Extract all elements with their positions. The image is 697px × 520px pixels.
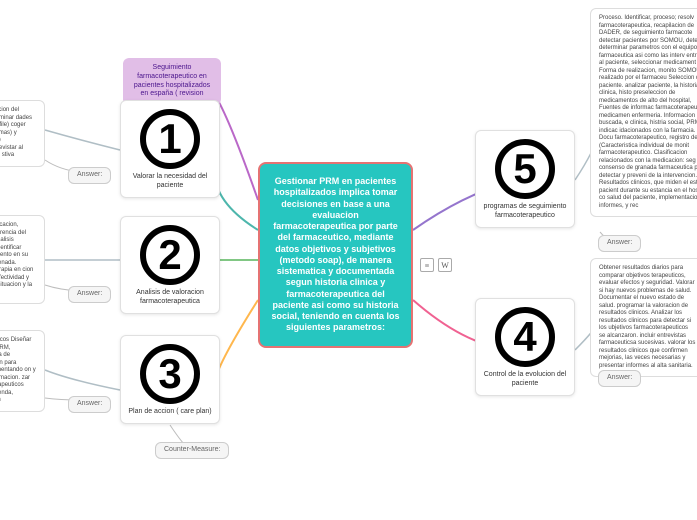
right-note-b[interactable]: Obtener resultados diarios para comparar…: [590, 258, 697, 377]
number-5-label: programas de seguimiento farmacoterapeut…: [482, 203, 568, 221]
right-note-a[interactable]: Proceso. Identificar, proceso; resolv fa…: [590, 8, 697, 217]
counter-measure[interactable]: Counter-Measure:: [155, 442, 229, 459]
left-note-b[interactable]: ar el PRM con la indicacion, efecto, uri…: [0, 215, 45, 304]
number-2-label: Analisis de valoracion farmacoterapeutic…: [127, 289, 213, 307]
answer-right-b[interactable]: Answer:: [598, 370, 641, 387]
number-3-circle: 3: [140, 344, 200, 404]
number-1-label: Valorar la necesidad del paciente: [127, 173, 213, 191]
center-text: Gestionar PRM en pacientes hospitalizado…: [271, 176, 399, 332]
node-3[interactable]: 3 Plan de accion ( care plan): [120, 335, 220, 424]
answer-right-a[interactable]: Answer:: [598, 235, 641, 252]
number-5-circle: 5: [495, 139, 555, 199]
number-3-label: Plan de accion ( care plan): [127, 408, 213, 417]
notes-icon[interactable]: ≡: [420, 258, 434, 272]
node-4[interactable]: 4 Control de la evolucion del paciente: [475, 298, 575, 396]
left-note-a[interactable]: ncion de informacion del ciente para det…: [0, 100, 45, 167]
center-toolbar: ≡ W: [420, 258, 452, 272]
answer-a[interactable]: Answer:: [68, 167, 111, 184]
wiki-icon[interactable]: W: [438, 258, 452, 272]
number-4-label: Control de la evolucion del paciente: [482, 371, 568, 389]
node-5[interactable]: 5 programas de seguimiento farmacoterape…: [475, 130, 575, 228]
answer-c[interactable]: Answer:: [68, 396, 111, 413]
node-1[interactable]: 1 Valorar la necesidad del paciente: [120, 100, 220, 198]
left-note-c[interactable]: er objetivos terapeuticos Diseñar ones p…: [0, 330, 45, 412]
number-1-circle: 1: [140, 109, 200, 169]
center-topic[interactable]: Gestionar PRM en pacientes hospitalizado…: [258, 162, 413, 348]
node-2[interactable]: 2 Analisis de valoracion farmacoterapeut…: [120, 216, 220, 314]
number-2-circle: 2: [140, 225, 200, 285]
answer-b[interactable]: Answer:: [68, 286, 111, 303]
node-seguimiento-text: Seguimiento farmacoterapeutico en pacien…: [134, 64, 210, 97]
node-seguimiento[interactable]: Seguimiento farmacoterapeutico en pacien…: [123, 58, 221, 105]
number-4-circle: 4: [495, 307, 555, 367]
